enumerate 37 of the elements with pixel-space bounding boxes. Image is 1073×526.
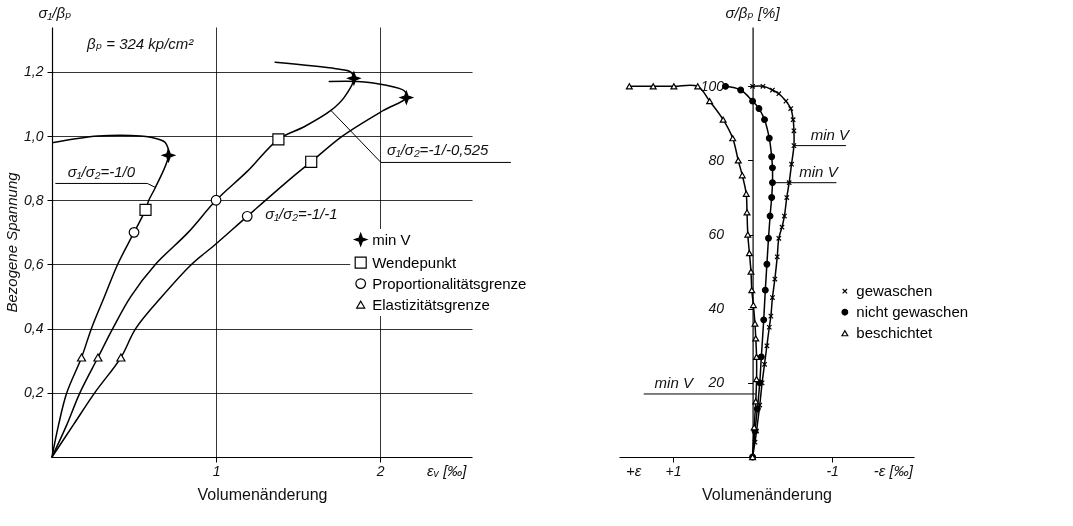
y-tick-label: 1,2 — [24, 63, 44, 80]
annotation: min V — [799, 162, 840, 180]
annotation: min V — [810, 125, 852, 143]
annotation: βₚ = 324 kp/cm² — [86, 35, 195, 53]
text: -ε [‰] — [873, 462, 914, 479]
y-tick-label: 0,8 — [24, 191, 44, 208]
legend-label: beschichtet — [856, 324, 934, 342]
legend-label: Wendepunkt — [372, 253, 457, 271]
text: σ₁/σ₂=-1/-0,525 — [386, 141, 490, 159]
legend-label: nicht gewaschen — [856, 303, 969, 321]
annotation: min V — [654, 373, 695, 391]
y-tick-label: 1,0 — [24, 127, 44, 144]
x-tick-label: -1 — [826, 462, 839, 479]
y-tick-label: 0,2 — [24, 384, 44, 401]
legend-label: gewaschen — [856, 282, 933, 300]
text: σ/βₚ [%] — [725, 4, 781, 21]
y-axis-title: Bezogene Spannung — [3, 171, 21, 313]
x-tick-label: +1 — [665, 462, 682, 479]
series-label: σ₁/σ₂=-1/0 — [67, 163, 136, 181]
legend-label: Elastizitätsgrenze — [372, 295, 490, 313]
y-tick-label: 20 — [707, 374, 725, 391]
x-tick-label: 1 — [212, 462, 221, 479]
x-axis-title: Volumenänderung — [702, 485, 832, 503]
y-tick-label: 0,6 — [24, 255, 44, 272]
x-tick-label: 2 — [375, 462, 385, 479]
y-tick-label: 60 — [708, 226, 725, 243]
y-tick-label: 40 — [708, 300, 725, 317]
y-tick-label: 0,4 — [24, 320, 44, 337]
series-label: σ₁/σ₂=-1/-1 — [265, 205, 338, 223]
text: σ₁/βₚ — [38, 4, 72, 21]
text: εᵥ [‰] — [427, 462, 468, 479]
x-axis-title: Volumenänderung — [197, 485, 328, 503]
text: +ε — [626, 462, 642, 479]
y-tick-label: 80 — [708, 151, 725, 168]
legend-label: Proportionalitätsgrenze — [372, 274, 527, 292]
legend-label: min V — [372, 230, 411, 248]
y-tick-label: 100 — [700, 77, 725, 94]
